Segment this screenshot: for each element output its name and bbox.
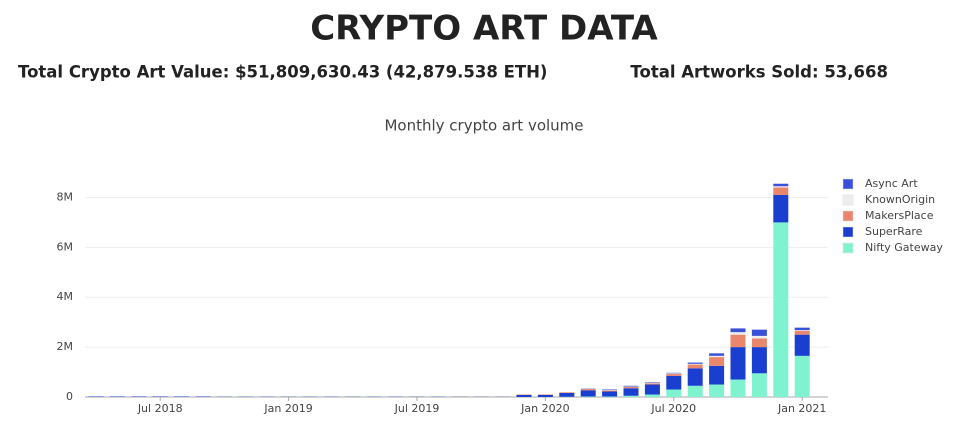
bar-segment — [773, 184, 788, 186]
bar-segment — [624, 386, 639, 387]
x-tick-label: Jan 2021 — [777, 402, 826, 415]
x-tick-label: Jan 2019 — [263, 402, 312, 415]
legend-label: KnownOrigin — [865, 193, 935, 206]
bar-segment — [581, 389, 596, 390]
bar-segment — [666, 374, 681, 376]
bar-segment — [752, 347, 767, 373]
legend-swatch — [843, 195, 853, 205]
bar-segment — [709, 366, 724, 385]
bar-segment — [666, 390, 681, 397]
chart-title: Monthly crypto art volume — [384, 117, 583, 135]
bar-segment — [624, 396, 639, 397]
legend-label: Nifty Gateway — [865, 241, 943, 254]
y-tick-label: 6M — [57, 240, 74, 253]
legend-label: Async Art — [865, 177, 918, 190]
bar-segment — [773, 187, 788, 194]
x-tick-label: Jan 2020 — [520, 402, 569, 415]
bar-segment — [731, 332, 746, 334]
bar-segment — [688, 364, 703, 365]
y-tick-label: 2M — [57, 340, 74, 353]
bar-segment — [795, 328, 810, 330]
bar-segment — [645, 383, 660, 384]
total-value: Total Crypto Art Value: $51,809,630.43 (… — [18, 63, 547, 82]
y-tick-label: 0 — [66, 390, 73, 403]
legend-swatch — [843, 227, 853, 237]
bar-segment — [752, 330, 767, 336]
bar-segment — [752, 338, 767, 347]
bar-segment — [795, 335, 810, 356]
bar-segment — [688, 386, 703, 397]
bar-segment — [645, 395, 660, 397]
bar-segment — [581, 390, 596, 396]
bar-segment — [709, 357, 724, 366]
bar-segment — [602, 392, 617, 397]
y-tick-label: 8M — [57, 190, 74, 203]
legend-swatch — [843, 211, 853, 221]
bar-segment — [709, 353, 724, 355]
bar-segment — [517, 395, 532, 397]
bar-segment — [688, 368, 703, 385]
bar-segment — [773, 222, 788, 397]
bar-segment — [645, 385, 660, 395]
bar-segment — [666, 376, 681, 390]
bar-segment — [688, 363, 703, 364]
bar-segment — [731, 335, 746, 347]
bar-segment — [709, 385, 724, 397]
bar-segment — [688, 365, 703, 369]
bar-segment — [559, 392, 574, 393]
legend-label: MakersPlace — [865, 209, 934, 222]
bar-segment — [645, 383, 660, 384]
bar-segment — [773, 195, 788, 222]
bar-segment — [773, 186, 788, 187]
bar-segment — [709, 356, 724, 357]
bar-segment — [559, 393, 574, 397]
bar-segment — [731, 328, 746, 332]
bar-segment — [731, 347, 746, 379]
page-title: CRYPTO ART DATA — [310, 9, 658, 49]
legend-swatch — [843, 179, 853, 189]
bar-segment — [795, 356, 810, 397]
x-tick-label: Jul 2020 — [650, 402, 696, 415]
total-sold: Total Artworks Sold: 53,668 — [630, 63, 888, 82]
bar-segment — [731, 380, 746, 397]
bar-segment — [602, 391, 617, 392]
bar-segment — [795, 330, 810, 331]
legend-swatch — [843, 243, 853, 253]
bar-segment — [624, 387, 639, 388]
x-tick-label: Jul 2018 — [137, 402, 183, 415]
bar-segment — [538, 395, 553, 397]
bar-segment — [752, 336, 767, 338]
bar-segment — [752, 373, 767, 397]
y-tick-label: 4M — [57, 290, 74, 303]
legend-label: SuperRare — [865, 225, 923, 238]
bar-segment — [624, 388, 639, 395]
bar-segment — [795, 331, 810, 335]
x-tick-label: Jul 2019 — [394, 402, 440, 415]
